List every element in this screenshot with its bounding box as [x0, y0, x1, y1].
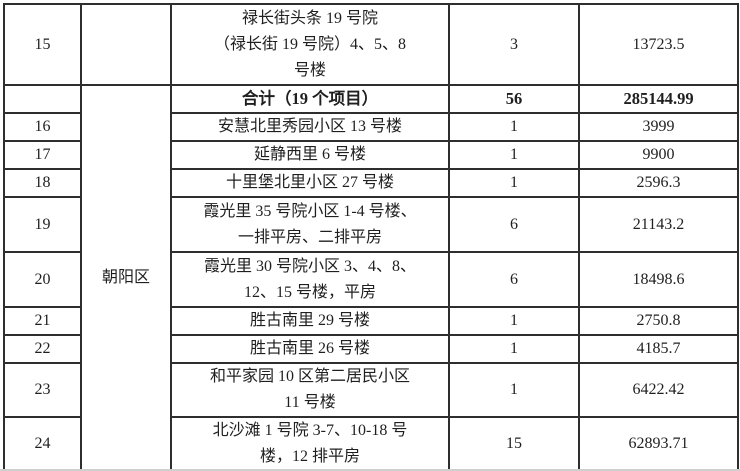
project-name: 延静西里 6 号楼 — [170, 140, 450, 170]
table-row-17: 17 延静西里 6 号楼 1 9900 — [3, 140, 739, 170]
area-value: 62893.71 — [578, 416, 739, 471]
area-value: 4185.7 — [578, 334, 739, 364]
project-name: 禄长街头条 19 号院 （禄长街 19 号院）4、5、8 号楼 — [170, 3, 450, 86]
project-name: 胜古南里 26 号楼 — [170, 334, 450, 364]
area-value: 13723.5 — [578, 3, 739, 86]
row-index: 20 — [3, 251, 82, 308]
unit-count: 3 — [448, 3, 580, 86]
area-value: 9900 — [578, 140, 739, 170]
project-name: 安慧北里秀园小区 13 号楼 — [170, 112, 450, 142]
table-row-19: 19 霞光里 35 号院小区 1-4 号楼、 一排平房、二排平房 6 21143… — [3, 196, 739, 253]
row-index: 18 — [3, 168, 82, 198]
page-bottom-edge — [0, 469, 740, 471]
row-index: 16 — [3, 112, 82, 142]
unit-count: 1 — [448, 112, 580, 142]
unit-count: 6 — [448, 196, 580, 253]
table-row-18: 18 十里堡北里小区 27 号楼 1 2596.3 — [3, 168, 739, 198]
area-value: 3999 — [578, 112, 739, 142]
unit-count: 1 — [448, 306, 580, 336]
area-value: 18498.6 — [578, 251, 739, 308]
project-name: 霞光里 35 号院小区 1-4 号楼、 一排平房、二排平房 — [170, 196, 450, 253]
unit-count: 1 — [448, 168, 580, 198]
unit-count: 1 — [448, 140, 580, 170]
table-row-16: 16 安慧北里秀园小区 13 号楼 1 3999 — [3, 112, 739, 142]
area-value: 2596.3 — [578, 168, 739, 198]
area-value: 2750.8 — [578, 306, 739, 336]
unit-count: 1 — [448, 362, 580, 418]
project-name: 和平家园 10 区第二居民小区 11 号楼 — [170, 362, 450, 418]
table-row-15: 15 禄长街头条 19 号院 （禄长街 19 号院）4、5、8 号楼 3 137… — [3, 3, 739, 86]
table-row-21: 21 胜古南里 29 号楼 1 2750.8 — [3, 306, 739, 336]
row-index — [3, 84, 82, 114]
table-row-20: 20 霞光里 30 号院小区 3、4、8、 12、15 号楼，平房 6 1849… — [3, 251, 739, 308]
row-index: 24 — [3, 416, 82, 471]
row-index: 15 — [3, 3, 82, 86]
total-label: 合计（19 个项目） — [170, 84, 450, 114]
table-row-24: 24 北沙滩 1 号院 3-7、10-18 号 楼，12 排平房 15 6289… — [3, 416, 739, 471]
row-index: 21 — [3, 306, 82, 336]
total-area: 285144.99 — [578, 84, 739, 114]
area-value: 6422.42 — [578, 362, 739, 418]
unit-count: 15 — [448, 416, 580, 471]
unit-count: 1 — [448, 334, 580, 364]
total-count: 56 — [448, 84, 580, 114]
table-row-22: 22 胜古南里 26 号楼 1 4185.7 — [3, 334, 739, 364]
projects-table: 15 禄长街头条 19 号院 （禄长街 19 号院）4、5、8 号楼 3 137… — [3, 3, 739, 471]
row-index: 23 — [3, 362, 82, 418]
area-value: 21143.2 — [578, 196, 739, 253]
row-index: 19 — [3, 196, 82, 253]
unit-count: 6 — [448, 251, 580, 308]
row-index: 22 — [3, 334, 82, 364]
project-name: 胜古南里 29 号楼 — [170, 306, 450, 336]
table-row-total: 朝阳区 合计（19 个项目） 56 285144.99 — [3, 84, 739, 471]
project-name: 十里堡北里小区 27 号楼 — [170, 168, 450, 198]
district-cell: 朝阳区 — [80, 84, 172, 471]
project-name: 北沙滩 1 号院 3-7、10-18 号 楼，12 排平房 — [170, 416, 450, 471]
project-name: 霞光里 30 号院小区 3、4、8、 12、15 号楼，平房 — [170, 251, 450, 308]
row-index: 17 — [3, 140, 82, 170]
district-cell-continued — [80, 3, 172, 86]
table-row-23: 23 和平家园 10 区第二居民小区 11 号楼 1 6422.42 — [3, 362, 739, 418]
